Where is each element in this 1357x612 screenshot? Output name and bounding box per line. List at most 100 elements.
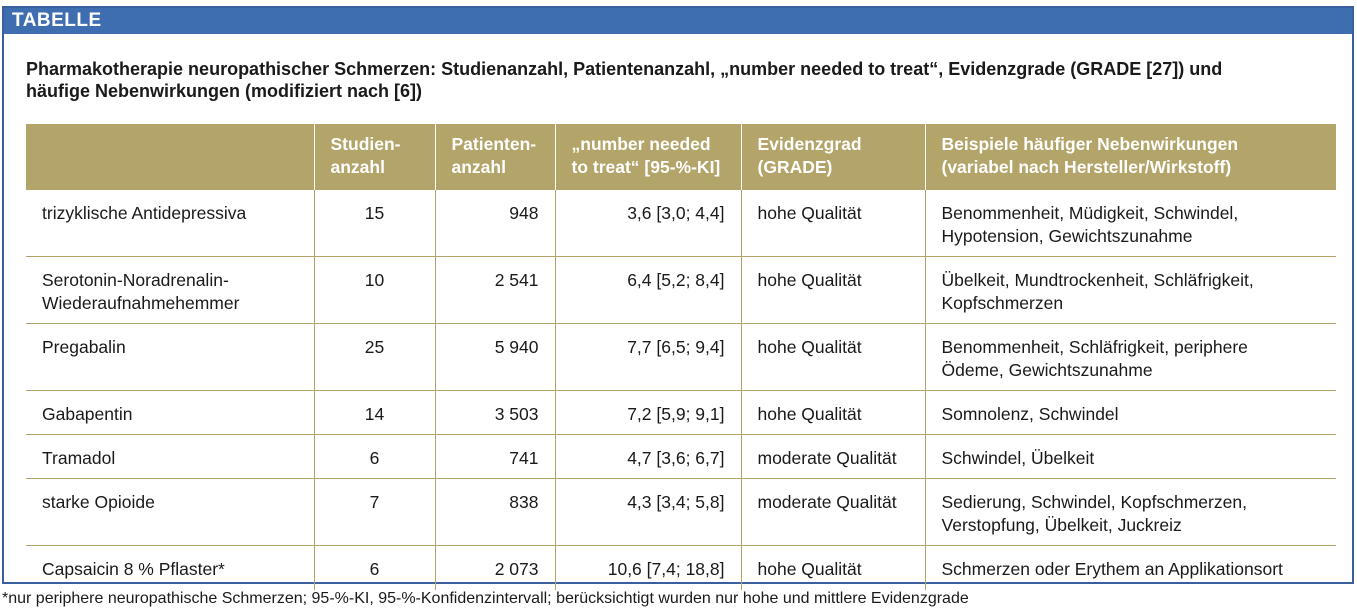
cell-text: Übelkeit, Mundtrockenheit, Schläfrigkeit… <box>941 270 1254 290</box>
cell-text: Gabapentin <box>42 404 133 424</box>
footnote: *nur periphere neuropathische Schmerzen;… <box>2 590 969 607</box>
table-box: TABELLE Pharmakotherapie neuropathischer… <box>2 6 1354 590</box>
cell-drug: Serotonin-Noradrenalin- Wiederaufnahmehem… <box>26 256 314 324</box>
cell-text: 10,6 [7,4; 18,8] <box>607 559 725 579</box>
cell-side-effects: Benommenheit, Schläfrigkeit, periphere Öd… <box>924 323 1336 391</box>
cell-text: 6 <box>369 448 380 468</box>
cell-nnt: 7,7 [6,5; 9,4] <box>554 323 741 391</box>
header-text: Studien- <box>330 134 401 154</box>
cell-patients: 741 <box>434 434 555 479</box>
cell-text: hohe Qualität <box>757 559 862 579</box>
header-text: (GRADE) <box>757 157 833 177</box>
header-text: „number needed <box>571 134 711 154</box>
cell-nnt: 10,6 [7,4; 18,8] <box>554 545 741 590</box>
cell-grade: hohe Qualität <box>740 190 925 257</box>
cell-text: 10 <box>364 270 385 290</box>
cell-text: 15 <box>364 203 385 223</box>
cell-text: 3 503 <box>494 404 539 424</box>
table-row: trizyklische Antidepressiva 15 948 3,6 [3,0… <box>26 190 1336 257</box>
cell-nnt: 3,6 [3,0; 4,4] <box>554 190 741 257</box>
header-grade: Evidenzgrad (GRADE) <box>740 124 925 190</box>
cell-text: hohe Qualität <box>757 337 862 357</box>
cell-text: 7 <box>369 492 380 512</box>
cell-grade: moderate Qualität <box>740 478 925 546</box>
table-row: Pregabalin 25 5 940 7,7 [6,5; 9,4] hohe Qual… <box>26 323 1336 391</box>
cell-text: 741 <box>509 448 539 468</box>
header-side-effects: Beispiele häufiger Nebenwirkungen (varia… <box>924 124 1336 190</box>
cell-text: moderate Qualität <box>757 448 897 468</box>
table-caption: Pharmakotherapie neuropathischer Schmerz… <box>26 58 1326 102</box>
cell-side-effects: Übelkeit, Mundtrockenheit, Schläfrigkeit… <box>924 256 1336 324</box>
header-text: Evidenzgrad <box>757 134 862 154</box>
cell-grade: hohe Qualität <box>740 323 925 391</box>
cell-text: 6 <box>369 559 380 579</box>
cell-patients: 5 940 <box>434 323 555 391</box>
header-drug <box>26 124 314 190</box>
caption-line: häufige Nebenwirkungen (modifiziert nach… <box>26 81 423 101</box>
header-text: anzahl <box>451 157 506 177</box>
cell-studies: 10 <box>313 256 435 324</box>
cell-text: 6,4 [5,2; 8,4] <box>627 270 725 290</box>
cell-text: hohe Qualität <box>757 270 862 290</box>
cell-text: hohe Qualität <box>757 404 862 424</box>
cell-text: starke Opioide <box>42 492 155 512</box>
cell-text: moderate Qualität <box>757 492 897 512</box>
cell-drug: Gabapentin <box>26 390 314 435</box>
cell-studies: 7 <box>313 478 435 546</box>
cell-grade: hohe Qualität <box>740 256 925 324</box>
cell-text: 4,3 [3,4; 5,8] <box>627 492 725 512</box>
cell-nnt: 4,7 [3,6; 6,7] <box>554 434 741 479</box>
caption-line: Pharmakotherapie neuropathischer Schmerz… <box>26 59 1223 79</box>
cell-studies: 6 <box>313 434 435 479</box>
cell-side-effects: Schmerzen oder Erythem an Applikationsor… <box>924 545 1336 590</box>
cell-drug: starke Opioide <box>26 478 314 546</box>
header-studies: Studien- anzahl <box>313 124 435 190</box>
cell-text: 25 <box>364 337 385 357</box>
cell-grade: hohe Qualität <box>740 545 925 590</box>
cell-patients: 3 503 <box>434 390 555 435</box>
header-nnt: „number needed to treat“ [95-%-KI] <box>554 124 741 190</box>
cell-text: Benommenheit, Schläfrigkeit, periphere <box>941 337 1248 357</box>
header-text: to treat“ [95-%-KI] <box>571 157 721 177</box>
cell-side-effects: Schwindel, Übelkeit <box>924 434 1336 479</box>
cell-side-effects: Somnolenz, Schwindel <box>924 390 1336 435</box>
cell-text: Kopfschmerzen <box>941 293 1064 313</box>
cell-text: 838 <box>509 492 539 512</box>
cell-side-effects: Benommenheit, Müdigkeit, Schwindel, Hypot… <box>924 190 1336 257</box>
cell-nnt: 6,4 [5,2; 8,4] <box>554 256 741 324</box>
box-label: TABELLE <box>4 8 1352 34</box>
table-row: Serotonin-Noradrenalin- Wiederaufnahmehem… <box>26 256 1336 324</box>
cell-nnt: 7,2 [5,9; 9,1] <box>554 390 741 435</box>
cell-text: Schmerzen oder Erythem an Applikationsor… <box>941 559 1283 579</box>
cell-text: 4,7 [3,6; 6,7] <box>627 448 725 468</box>
header-text: Beispiele häufiger Nebenwirkungen <box>941 134 1239 154</box>
cell-text: Capsaicin 8 % Pflaster* <box>42 559 225 579</box>
cell-patients: 2 541 <box>434 256 555 324</box>
cell-drug: Capsaicin 8 % Pflaster* <box>26 546 314 590</box>
cell-studies: 25 <box>313 323 435 391</box>
cell-studies: 14 <box>313 390 435 435</box>
cell-text: 2 073 <box>494 559 539 579</box>
cell-text: Sedierung, Schwindel, Kopfschmerzen, <box>941 492 1247 512</box>
header-patients: Patienten- anzahl <box>434 124 555 190</box>
header-row: Studien- anzahl Patienten- anzahl „numbe… <box>26 124 1336 190</box>
table-row: Capsaicin 8 % Pflaster* 6 2 073 10,6 [7,4; … <box>26 545 1336 590</box>
cell-patients: 2 073 <box>434 545 555 590</box>
cell-text: 2 541 <box>494 270 539 290</box>
cell-text: Serotonin-Noradrenalin- <box>42 270 229 290</box>
cell-text: Verstopfung, Übelkeit, Juckreiz <box>941 515 1182 535</box>
cell-grade: hohe Qualität <box>740 390 925 435</box>
cell-text: Tramadol <box>42 448 116 468</box>
cell-text: Benommenheit, Müdigkeit, Schwindel, <box>941 203 1239 223</box>
cell-patients: 948 <box>434 190 555 257</box>
cell-text: Schwindel, Übelkeit <box>941 448 1095 468</box>
cell-studies: 15 <box>313 190 435 257</box>
cell-text: 3,6 [3,0; 4,4] <box>627 203 725 223</box>
cell-nnt: 4,3 [3,4; 5,8] <box>554 478 741 546</box>
cell-side-effects: Sedierung, Schwindel, Kopfschmerzen, Vers… <box>924 478 1336 546</box>
table-row: Tramadol 6 741 4,7 [3,6; 6,7] moderate Quali… <box>26 434 1336 479</box>
cell-grade: moderate Qualität <box>740 434 925 479</box>
cell-text: hohe Qualität <box>757 203 862 223</box>
cell-text: 7,7 [6,5; 9,4] <box>627 337 725 357</box>
cell-text: Wiederaufnahmehemmer <box>42 293 240 313</box>
